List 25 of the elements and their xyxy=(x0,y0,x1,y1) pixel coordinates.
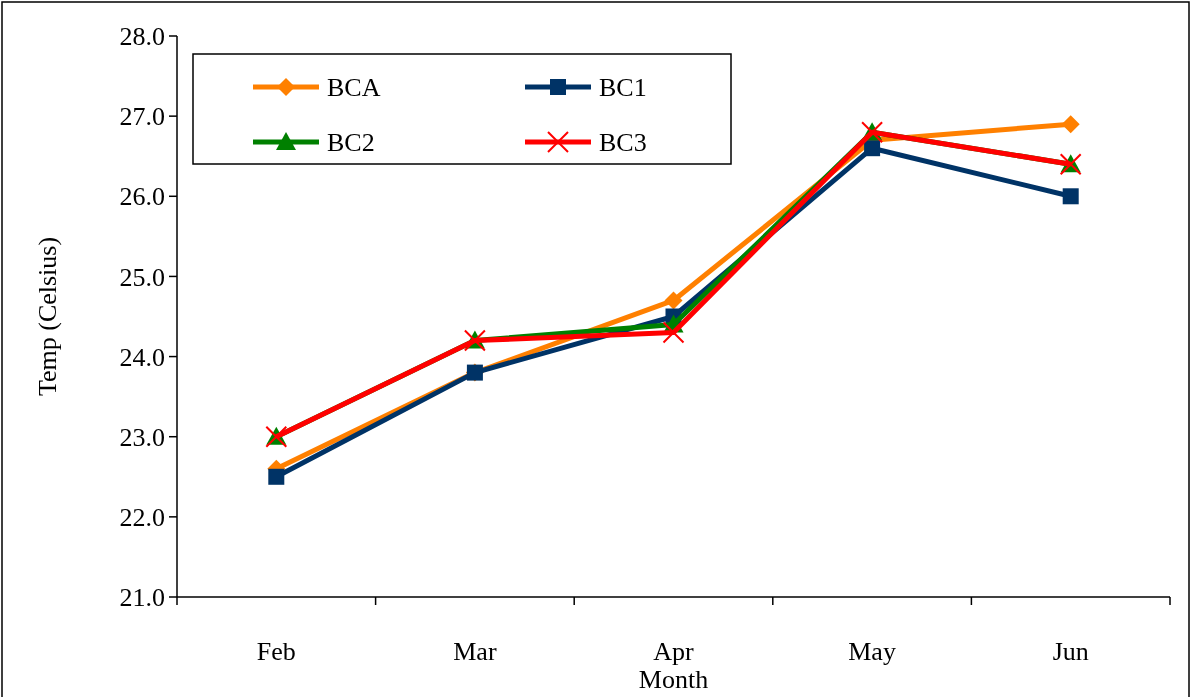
point xyxy=(1061,115,1080,134)
y-tick-label: 23.0 xyxy=(119,422,165,452)
y-tick-label: 28.0 xyxy=(119,22,165,52)
y-tick-label: 24.0 xyxy=(119,342,165,372)
legend-label: BC3 xyxy=(599,128,647,158)
x-axis-title: Month xyxy=(638,665,709,694)
point xyxy=(1062,188,1079,205)
y-tick-label: 25.0 xyxy=(119,262,165,292)
y-tick-label: 21.0 xyxy=(119,583,165,613)
point xyxy=(662,321,685,344)
point xyxy=(664,291,683,310)
x-tick-label: Mar xyxy=(453,637,497,666)
y-tick-label: 26.0 xyxy=(119,182,165,212)
x-tick-label: May xyxy=(848,637,896,666)
x-tick-label: Jun xyxy=(1052,637,1089,666)
point xyxy=(864,140,881,157)
y-axis-title: Temp (Celsius) xyxy=(33,236,62,397)
legend-label: BC1 xyxy=(599,73,647,103)
y-tick-label: 27.0 xyxy=(119,102,165,132)
point xyxy=(268,468,285,485)
x-tick-label: Apr xyxy=(653,637,695,666)
legend-label: BC2 xyxy=(327,128,375,158)
y-tick-label: 22.0 xyxy=(119,502,165,532)
x-tick-label: Feb xyxy=(256,637,296,666)
legend-label: BCA xyxy=(327,73,381,103)
